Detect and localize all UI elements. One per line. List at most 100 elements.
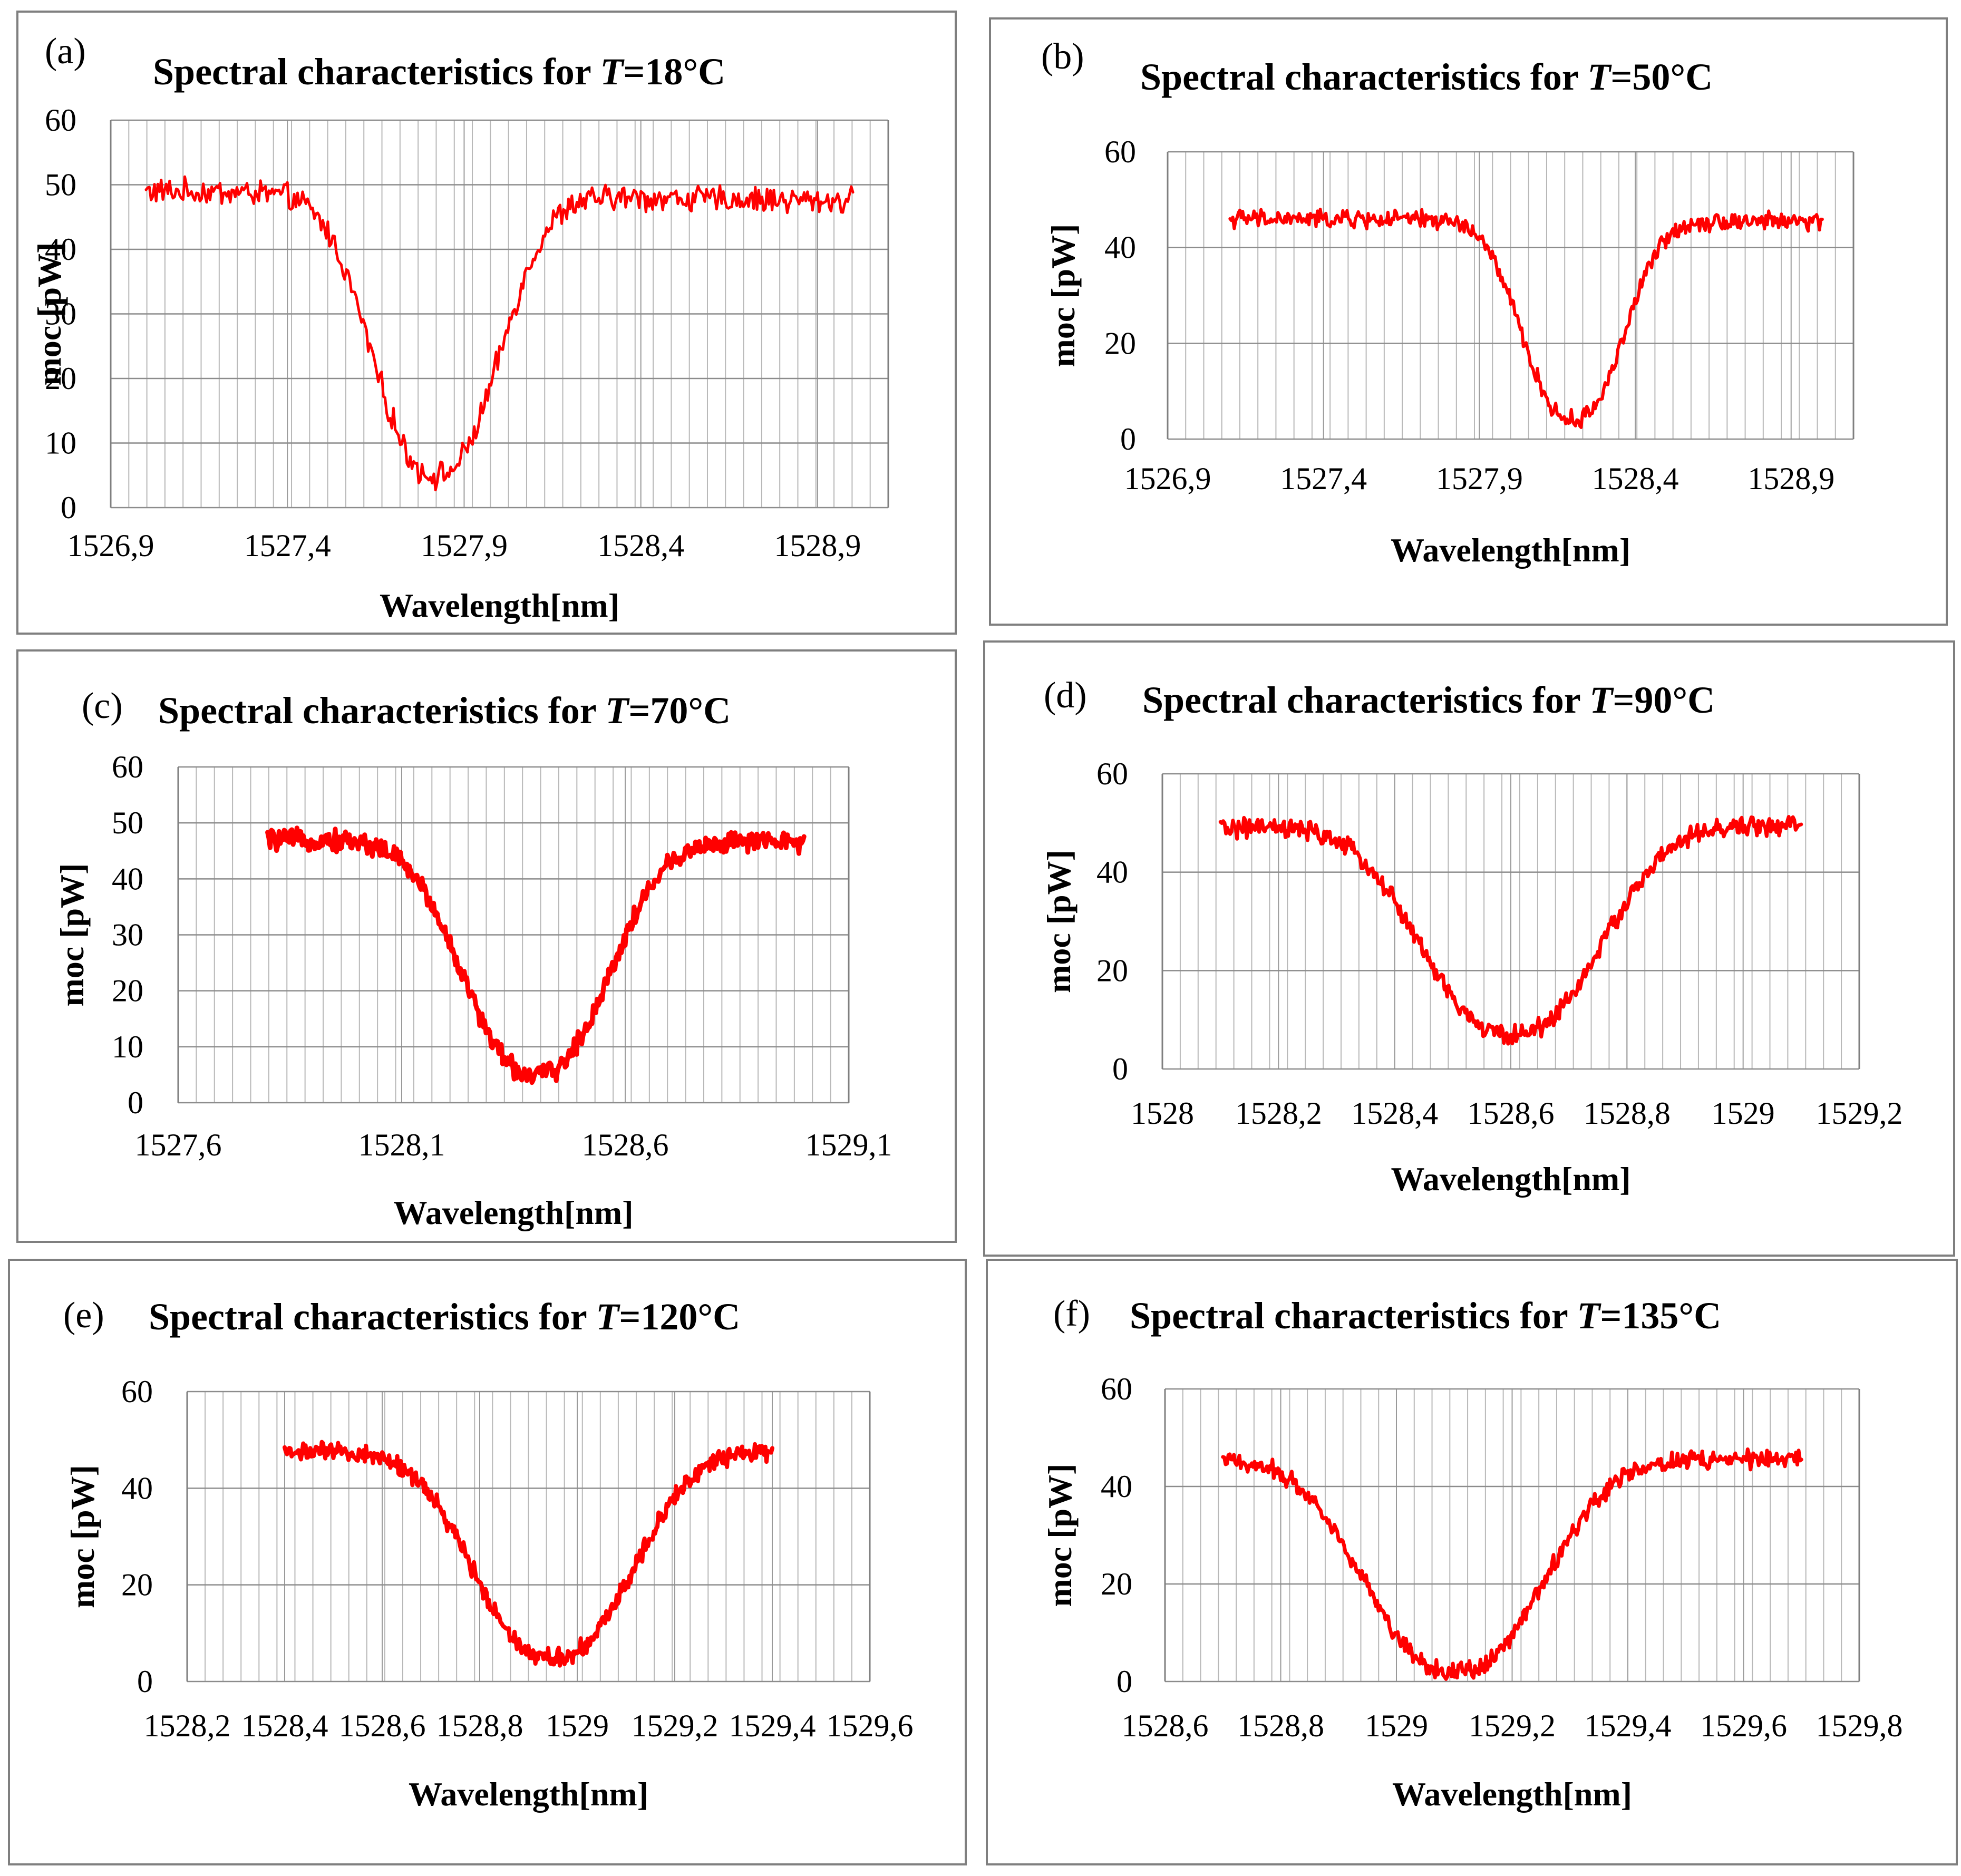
x-tick-label: 1527,4 (1280, 461, 1367, 496)
y-axis-label: moc [pW] (1044, 224, 1082, 367)
y-tick-label: 0 (1120, 422, 1136, 456)
x-tick-label: 1527,6 (135, 1127, 222, 1162)
y-tick-label: 0 (137, 1664, 153, 1699)
chart-title-variable: T (605, 689, 630, 732)
x-tick-label: 1528,2 (144, 1708, 231, 1743)
panel-label: (a) (45, 31, 86, 72)
y-axis-label: moc [pW] (1040, 850, 1077, 993)
x-tick-label: 1529 (1365, 1708, 1428, 1743)
y-tick-label: 60 (112, 750, 143, 784)
chart-title-suffix: =135°C (1600, 1295, 1721, 1337)
chart-panel-f: 0 20 40 60 1528,6 1528,8 1529 1529,2 1529,4 1529,… (986, 1259, 1958, 1865)
y-tick-label: 60 (45, 103, 76, 138)
chart-title-variable: T (1587, 56, 1612, 98)
spectrum-line (1221, 1447, 1803, 1681)
x-tick-label: 1529,1 (805, 1127, 892, 1162)
gridlines (187, 1391, 870, 1683)
y-tick-label: 0 (61, 490, 76, 525)
spectrum-line (1218, 815, 1803, 1046)
spectrum-line (265, 825, 807, 1085)
x-axis-label: Wavelength[nm] (393, 1194, 633, 1231)
x-tick-label: 1527,9 (1436, 461, 1523, 496)
y-axis-label: moc [pW] (31, 242, 68, 386)
panel-label: (f) (1053, 1294, 1090, 1334)
x-tick-label: 1528,6 (1122, 1708, 1209, 1743)
x-tick-label: 1529,4 (1585, 1708, 1672, 1743)
chart-panel-e: 0 20 40 60 1528,2 1528,4 1528,6 1528,8 1529 1529,… (8, 1259, 967, 1865)
gridlines (178, 766, 849, 1104)
x-axis-label: Wavelength[nm] (409, 1775, 648, 1813)
x-tick-label: 1528,8 (436, 1708, 523, 1743)
y-tick-label: 0 (1112, 1052, 1128, 1086)
x-tick-label: 1528,6 (582, 1127, 669, 1162)
x-axis-label: Wavelength[nm] (380, 587, 619, 624)
y-tick-label: 20 (45, 361, 76, 396)
chart-panel-c: 0 10 20 30 40 50 60 1527,6 1528,1 1528,6 1529,1 (c)… (16, 649, 957, 1243)
spectrum-line (283, 1440, 774, 1668)
x-tick-label: 1527,4 (244, 528, 331, 563)
y-tick-label: 40 (1104, 230, 1136, 265)
x-tick-label: 1529,2 (1816, 1096, 1903, 1131)
chart-panel-d: 0 20 40 60 1528 1528,2 1528,4 1528,6 1528,8 1529 1… (983, 640, 1955, 1257)
y-tick-label: 60 (1096, 756, 1128, 791)
y-tick-label: 40 (112, 861, 143, 896)
chart-panel-a: 0 10 20 30 40 50 60 1526,9 1527,4 1527,9 1528,4 152… (16, 11, 957, 635)
chart-title-suffix: =90°C (1613, 679, 1715, 721)
y-tick-label: 50 (112, 805, 143, 840)
x-tick-label: 1528,4 (1351, 1096, 1438, 1131)
x-tick-label: 1529,6 (1700, 1708, 1787, 1743)
chart-panel-b: 0 20 40 60 1526,9 1527,4 1527,9 1528,4 1528,9 (b)… (989, 17, 1948, 626)
chart-title: Spectral characteristics for T=70°C (158, 689, 731, 732)
x-tick-label: 1528,9 (1748, 461, 1834, 496)
x-tick-label: 1528,4 (597, 528, 684, 563)
y-tick-label: 40 (1096, 855, 1128, 890)
panel-label: (d) (1044, 675, 1087, 716)
x-axis-label: Wavelength[nm] (1391, 1160, 1630, 1198)
x-tick-label: 1528 (1131, 1096, 1194, 1131)
chart-title-prefix: Spectral characteristics for (149, 1296, 596, 1338)
chart-title-variable: T (600, 51, 625, 93)
x-tick-label: 1528,6 (339, 1708, 426, 1743)
spectrum-line (1228, 208, 1824, 429)
chart-title-variable: T (1577, 1295, 1601, 1337)
x-tick-label: 1528,1 (358, 1127, 445, 1162)
gridlines (1164, 1388, 1860, 1683)
panel-label: (c) (82, 686, 123, 726)
x-tick-label: 1526,9 (67, 528, 154, 563)
x-axis-label: Wavelength[nm] (1391, 531, 1630, 569)
y-tick-label: 10 (112, 1029, 143, 1064)
x-tick-label: 1528,9 (774, 528, 861, 563)
y-tick-label: 60 (1101, 1372, 1132, 1406)
x-tick-label: 1528,4 (1592, 461, 1679, 496)
y-axis-label: moc [pW] (1041, 1464, 1079, 1607)
y-tick-label: 20 (1096, 953, 1128, 988)
chart-title-variable: T (1589, 679, 1614, 721)
y-tick-label: 30 (45, 297, 76, 332)
panel-label: (b) (1041, 36, 1084, 77)
panel-label: (e) (63, 1295, 104, 1336)
x-axis-label: Wavelength[nm] (1392, 1775, 1632, 1813)
y-tick-label: 40 (121, 1471, 153, 1505)
chart-title-prefix: Spectral characteristics for (158, 689, 605, 732)
chart-title-prefix: Spectral characteristics for (1140, 56, 1587, 98)
chart-title-prefix: Spectral characteristics for (1142, 679, 1589, 721)
gridlines (1167, 151, 1853, 440)
chart-title: Spectral characteristics for T=90°C (1142, 679, 1715, 721)
chart-title: Spectral characteristics for T=135°C (1130, 1295, 1721, 1337)
chart-title: Spectral characteristics for T=18°C (153, 51, 725, 93)
x-tick-label: 1528,8 (1584, 1096, 1671, 1131)
y-tick-label: 60 (121, 1374, 153, 1409)
y-tick-label: 50 (45, 168, 76, 202)
y-tick-label: 0 (1117, 1664, 1132, 1699)
x-tick-label: 1528,6 (1468, 1096, 1555, 1131)
chart-title-suffix: =18°C (623, 51, 725, 93)
y-tick-label: 30 (112, 918, 143, 952)
chart-title-suffix: =70°C (628, 689, 731, 732)
x-tick-label: 1529 (1712, 1096, 1775, 1131)
y-tick-label: 40 (1101, 1469, 1132, 1504)
spectrum-line (144, 175, 855, 492)
x-tick-label: 1529 (546, 1708, 609, 1743)
y-tick-label: 40 (45, 232, 76, 267)
x-tick-label: 1529,8 (1816, 1708, 1903, 1743)
